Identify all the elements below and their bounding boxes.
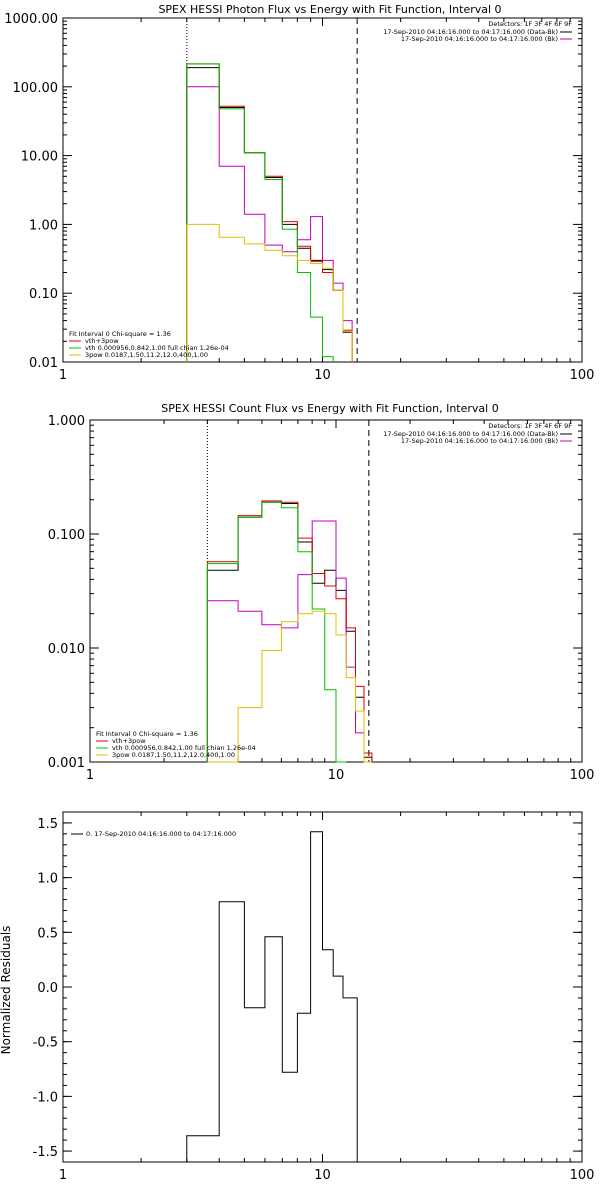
legend-entry-text: vth+3pow [112, 737, 146, 745]
y-tick-label: 0.001 [48, 756, 85, 771]
legend-fit-header: Fit Interval 0 Chi-square = 1.36 [69, 330, 171, 338]
legend-entry-text: vth 0.000956,0.842,1.00 full chian 1.26e… [85, 344, 229, 352]
photon-flux-panel: SPEX HESSI Photon Flux vs Energy with Fi… [4, 3, 594, 383]
y-tick-label: -1.5 [33, 1145, 58, 1160]
x-tick-label: 10 [314, 368, 331, 383]
y-tick-label: -0.5 [33, 1036, 58, 1051]
y-tick-label: 1.5 [37, 817, 58, 832]
series-4-line [186, 223, 353, 362]
plot-frame [62, 17, 583, 363]
legend-entry-text: 0. 17-Sep-2010 04:16:16.000 to 04:17:16.… [86, 830, 236, 838]
series-2-line [186, 63, 353, 362]
photon-flux-title: SPEX HESSI Photon Flux vs Energy with Fi… [158, 3, 501, 16]
legend-entry-text: 17-Sep-2010 04:16:16.000 to 04:17:16.000… [401, 437, 558, 445]
legend-fit-header: Fit Interval 0 Chi-square = 1.36 [96, 730, 198, 738]
y-tick-label: 0.01 [29, 356, 58, 371]
y-tick-label: 0.100 [48, 528, 85, 543]
legend-entry-text: 17-Sep-2010 04:16:16.000 to 04:17:16.000… [383, 430, 558, 438]
x-tick-label: 100 [570, 1168, 595, 1183]
x-tick-label: 1 [86, 768, 94, 783]
series-3-line [206, 501, 347, 763]
y-tick-label: -1.0 [33, 1090, 58, 1105]
x-tick-label: 10 [314, 1168, 331, 1183]
series-1-line [206, 520, 365, 762]
y-tick-label: 1000.00 [4, 12, 58, 27]
residuals-panel: Normalized Residuals 1 10 100 -1.5 -1.0 -0.5 0… [0, 811, 595, 1183]
series-4-line [207, 610, 372, 763]
legend-entry-text: 17-Sep-2010 04:16:16.000 to 04:17:16.000… [383, 28, 558, 36]
y-tick-label: 1.00 [29, 218, 58, 233]
series-2-line [206, 500, 373, 762]
y-tick-label: 100.00 [13, 81, 59, 96]
series-3-line [186, 63, 334, 362]
y-tick-label: 10.00 [21, 150, 58, 165]
series-0-line [186, 67, 353, 362]
x-tick-label: 1 [59, 368, 67, 383]
legend-detectors: Detectors: 1F 3F 4F 6F 9F [488, 20, 572, 28]
y-tick-label: 0.0 [37, 981, 58, 996]
legend-entry-text: 3pow 0.0187,1.50,11.2,12.0,400,1.00 [112, 751, 235, 759]
y-tick-label: 1.0 [37, 872, 58, 887]
series-0-line [206, 501, 373, 762]
x-tick-label: 10 [328, 768, 345, 783]
y-tick-label: 0.010 [48, 642, 85, 657]
y-tick-label: 0.5 [37, 926, 58, 941]
legend-detectors: Detectors: 1F 3F 4F 6F 9F [488, 422, 572, 430]
x-tick-label: 100 [570, 368, 595, 383]
count-flux-panel: SPEX HESSI Count Flux vs Energy with Fit… [48, 402, 595, 783]
legend-entry-text: 17-Sep-2010 04:16:16.000 to 04:17:16.000… [401, 35, 558, 43]
legend-entry-text: vth 0.000956,0.842,1.00 full chian 1.26e… [112, 744, 256, 752]
y-tick-label: 1.000 [48, 414, 85, 429]
series-0-line [186, 831, 358, 1162]
x-tick-label: 1 [59, 1168, 67, 1183]
count-flux-title: SPEX HESSI Count Flux vs Energy with Fit… [161, 402, 498, 415]
y-tick-label: 0.10 [29, 287, 58, 302]
legend-entry-text: vth+3pow [85, 337, 119, 345]
residuals-ylabel: Normalized Residuals [0, 926, 13, 1055]
x-tick-label: 100 [570, 768, 595, 783]
legend-entry-text: 3pow 0.0187,1.50,11.2,12.0,400,1.00 [85, 351, 208, 359]
